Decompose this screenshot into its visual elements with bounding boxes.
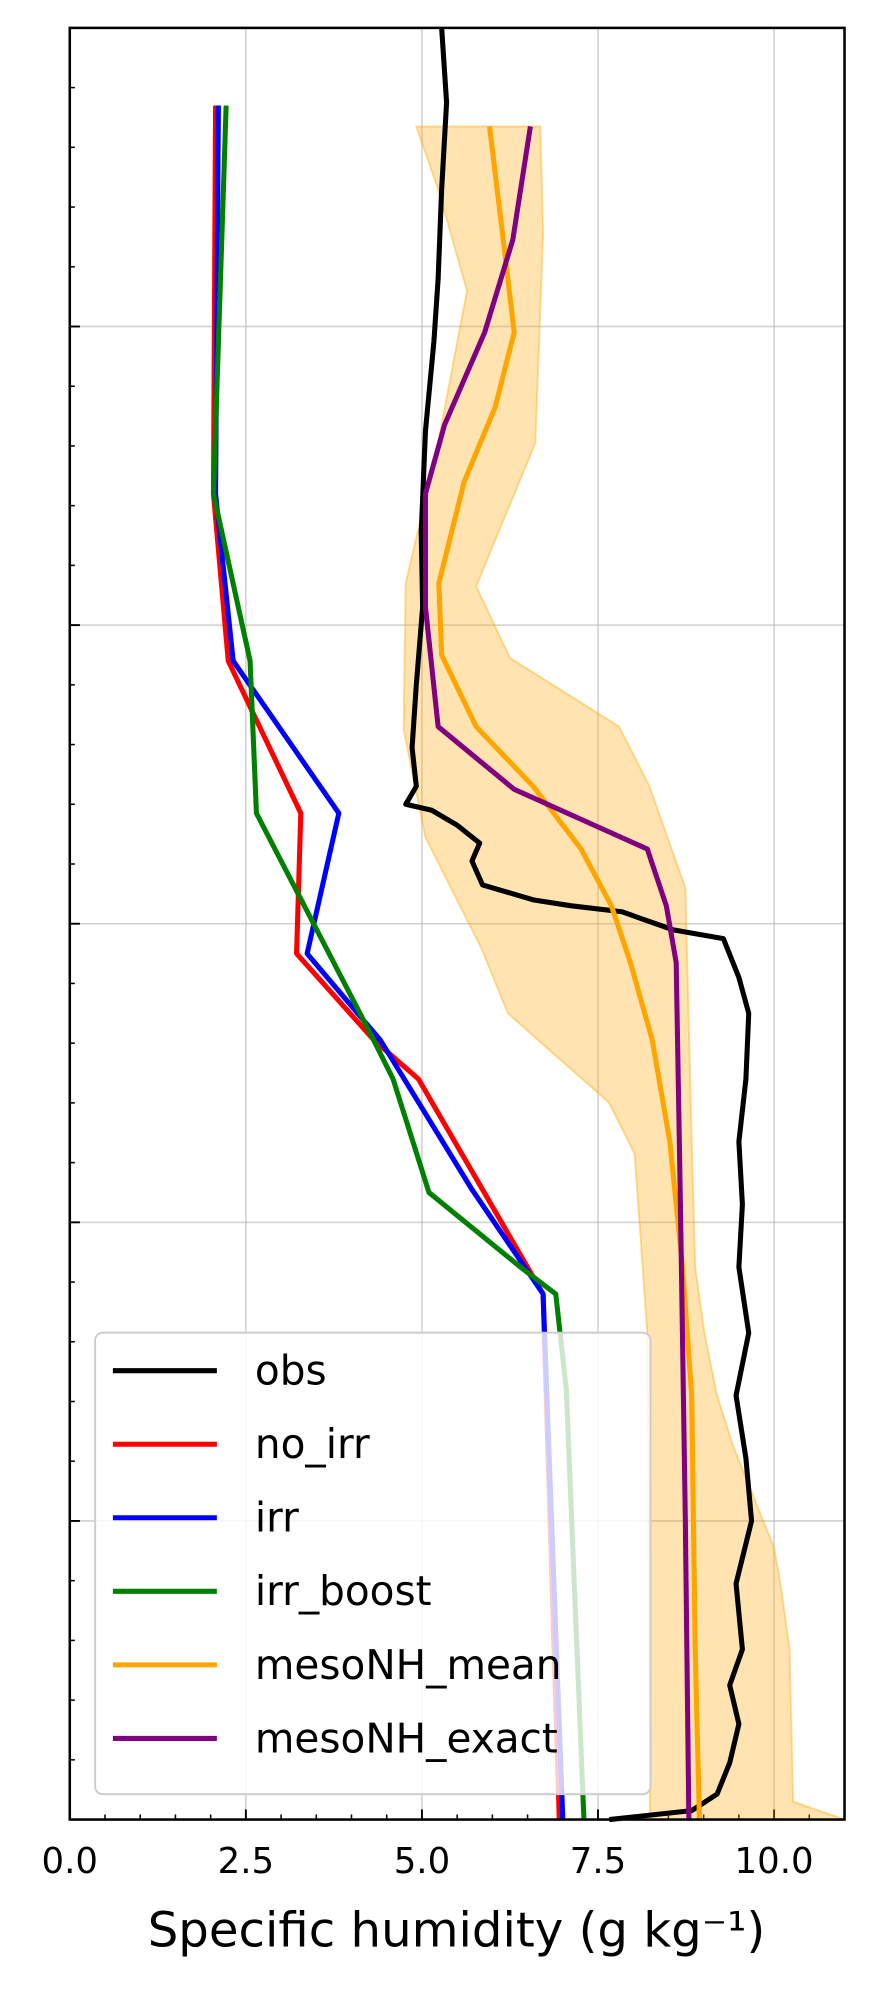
legend-label: obs <box>255 1347 327 1395</box>
spread-band <box>402 125 845 1821</box>
legend-label: mesoNH_mean <box>255 1641 562 1689</box>
legend-label: mesoNH_exact <box>255 1714 558 1762</box>
legend-label: irr <box>255 1494 299 1542</box>
x-tick-label: 0.0 <box>42 1841 98 1882</box>
x-tick-label: 10.0 <box>735 1841 814 1882</box>
legend-box <box>94 1331 652 1796</box>
x-tick-label: 7.5 <box>570 1841 626 1882</box>
plot-frame <box>68 26 846 1821</box>
x-tick-label: 5.0 <box>394 1841 450 1882</box>
profile-line <box>213 105 566 1820</box>
profile-line <box>210 105 587 1820</box>
x-tick-label: 2.5 <box>218 1841 274 1882</box>
profile-line <box>422 126 692 1820</box>
profile-line <box>403 27 755 1823</box>
legend-label: irr_boost <box>255 1567 432 1615</box>
x-axis-label: Specific humidity (g kg⁻¹) <box>148 1902 766 1958</box>
profile-line <box>210 105 562 1820</box>
legend-label: no_irr <box>255 1420 370 1468</box>
